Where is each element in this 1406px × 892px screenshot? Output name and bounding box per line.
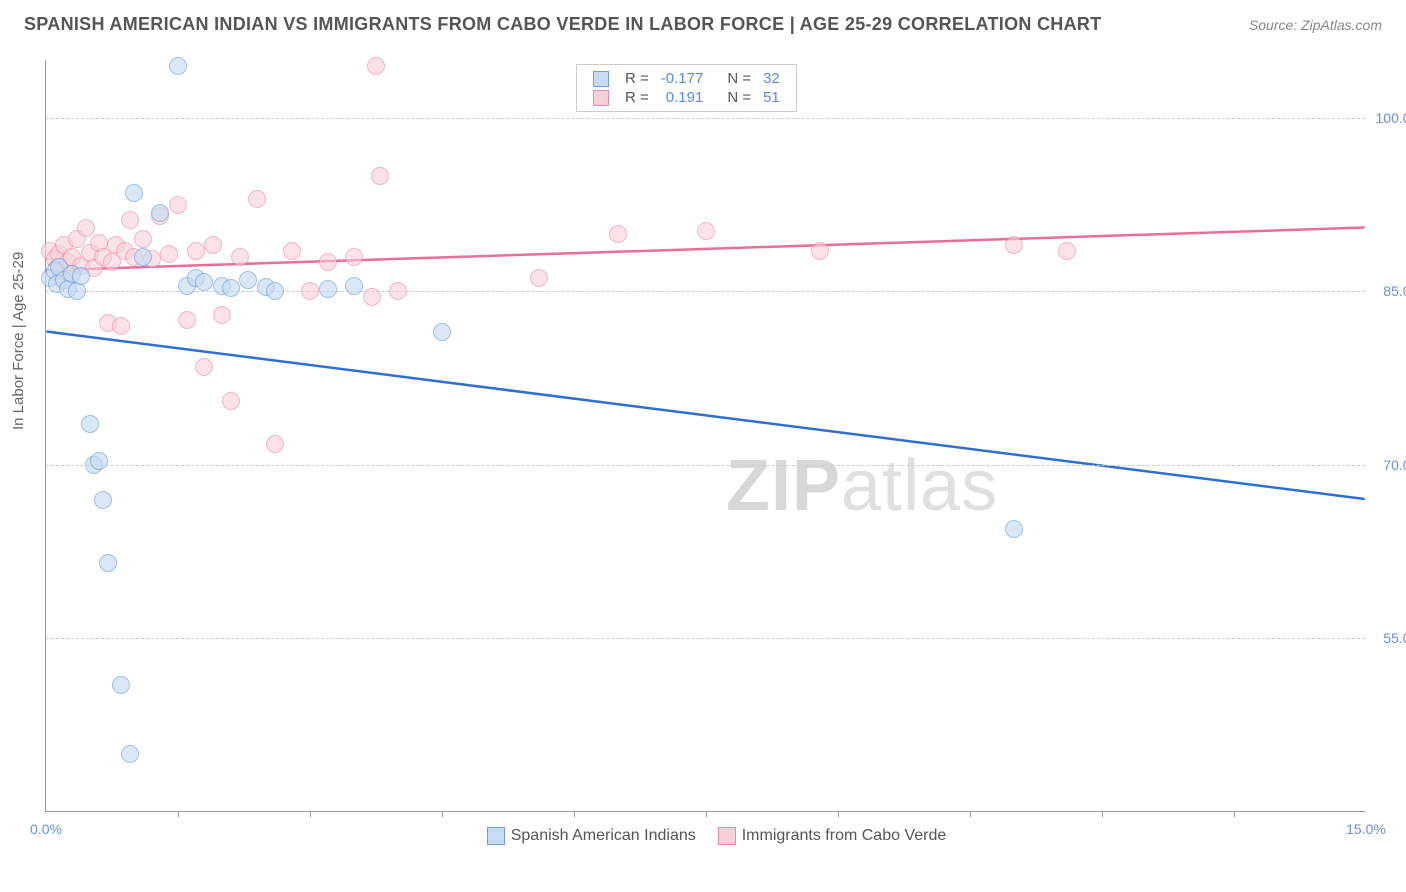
chart-title: SPANISH AMERICAN INDIAN VS IMMIGRANTS FR… — [24, 14, 1101, 35]
scatter-point — [81, 415, 99, 433]
scatter-point — [160, 245, 178, 263]
scatter-point — [195, 273, 213, 291]
x-tick — [706, 811, 707, 817]
scatter-point — [239, 271, 257, 289]
x-tick — [178, 811, 179, 817]
x-tick-label: 0.0% — [30, 821, 62, 837]
scatter-point — [134, 248, 152, 266]
y-axis-label: In Labor Force | Age 25-29 — [10, 252, 27, 430]
scatter-point — [283, 242, 301, 260]
scatter-point — [433, 323, 451, 341]
scatter-point — [151, 204, 169, 222]
x-tick — [574, 811, 575, 817]
gridline-h — [46, 118, 1365, 119]
scatter-point — [222, 279, 240, 297]
legend-label: Immigrants from Cabo Verde — [742, 827, 947, 844]
scatter-point — [121, 211, 139, 229]
gridline-h — [46, 291, 1365, 292]
scatter-point — [134, 230, 152, 248]
scatter-chart: ZIPatlas R =-0.177N =32R =0.191N =51 Spa… — [45, 60, 1365, 812]
scatter-point — [266, 435, 284, 453]
legend-swatch — [487, 827, 505, 845]
x-tick — [970, 811, 971, 817]
y-tick-label: 85.0% — [1371, 283, 1406, 299]
scatter-point — [125, 184, 143, 202]
x-tick — [442, 811, 443, 817]
scatter-point — [345, 277, 363, 295]
scatter-point — [169, 57, 187, 75]
scatter-point — [213, 306, 231, 324]
scatter-point — [178, 311, 196, 329]
trend-lines — [46, 60, 1365, 811]
scatter-point — [609, 225, 627, 243]
scatter-point — [204, 236, 222, 254]
scatter-point — [371, 167, 389, 185]
x-tick — [838, 811, 839, 817]
scatter-point — [99, 554, 117, 572]
scatter-point — [530, 269, 548, 287]
scatter-point — [187, 242, 205, 260]
gridline-h — [46, 638, 1365, 639]
scatter-point — [1005, 520, 1023, 538]
scatter-point — [195, 358, 213, 376]
scatter-point — [112, 317, 130, 335]
scatter-point — [345, 248, 363, 266]
scatter-point — [367, 57, 385, 75]
scatter-point — [301, 282, 319, 300]
correlation-legend: R =-0.177N =32R =0.191N =51 — [576, 64, 797, 112]
scatter-point — [266, 282, 284, 300]
y-tick-label: 70.0% — [1371, 457, 1406, 473]
x-tick — [310, 811, 311, 817]
x-tick-label: 15.0% — [1346, 821, 1386, 837]
scatter-point — [72, 267, 90, 285]
scatter-point — [248, 190, 266, 208]
legend-label: Spanish American Indians — [511, 827, 696, 844]
scatter-point — [811, 242, 829, 260]
scatter-point — [94, 491, 112, 509]
scatter-point — [319, 253, 337, 271]
scatter-point — [319, 280, 337, 298]
source-label: Source: ZipAtlas.com — [1249, 17, 1382, 33]
scatter-point — [1058, 242, 1076, 260]
scatter-point — [121, 745, 139, 763]
scatter-point — [169, 196, 187, 214]
x-tick — [1234, 811, 1235, 817]
y-tick-label: 55.0% — [1371, 630, 1406, 646]
scatter-point — [697, 222, 715, 240]
gridline-h — [46, 465, 1365, 466]
series-legend: Spanish American Indians Immigrants from … — [46, 827, 1365, 845]
y-tick-label: 100.0% — [1371, 110, 1406, 126]
scatter-point — [90, 452, 108, 470]
scatter-point — [77, 219, 95, 237]
scatter-point — [231, 248, 249, 266]
scatter-point — [1005, 236, 1023, 254]
x-tick — [1102, 811, 1103, 817]
scatter-point — [363, 288, 381, 306]
scatter-point — [112, 676, 130, 694]
scatter-point — [389, 282, 407, 300]
trend-line — [46, 332, 1364, 500]
legend-swatch — [718, 827, 736, 845]
scatter-point — [222, 392, 240, 410]
